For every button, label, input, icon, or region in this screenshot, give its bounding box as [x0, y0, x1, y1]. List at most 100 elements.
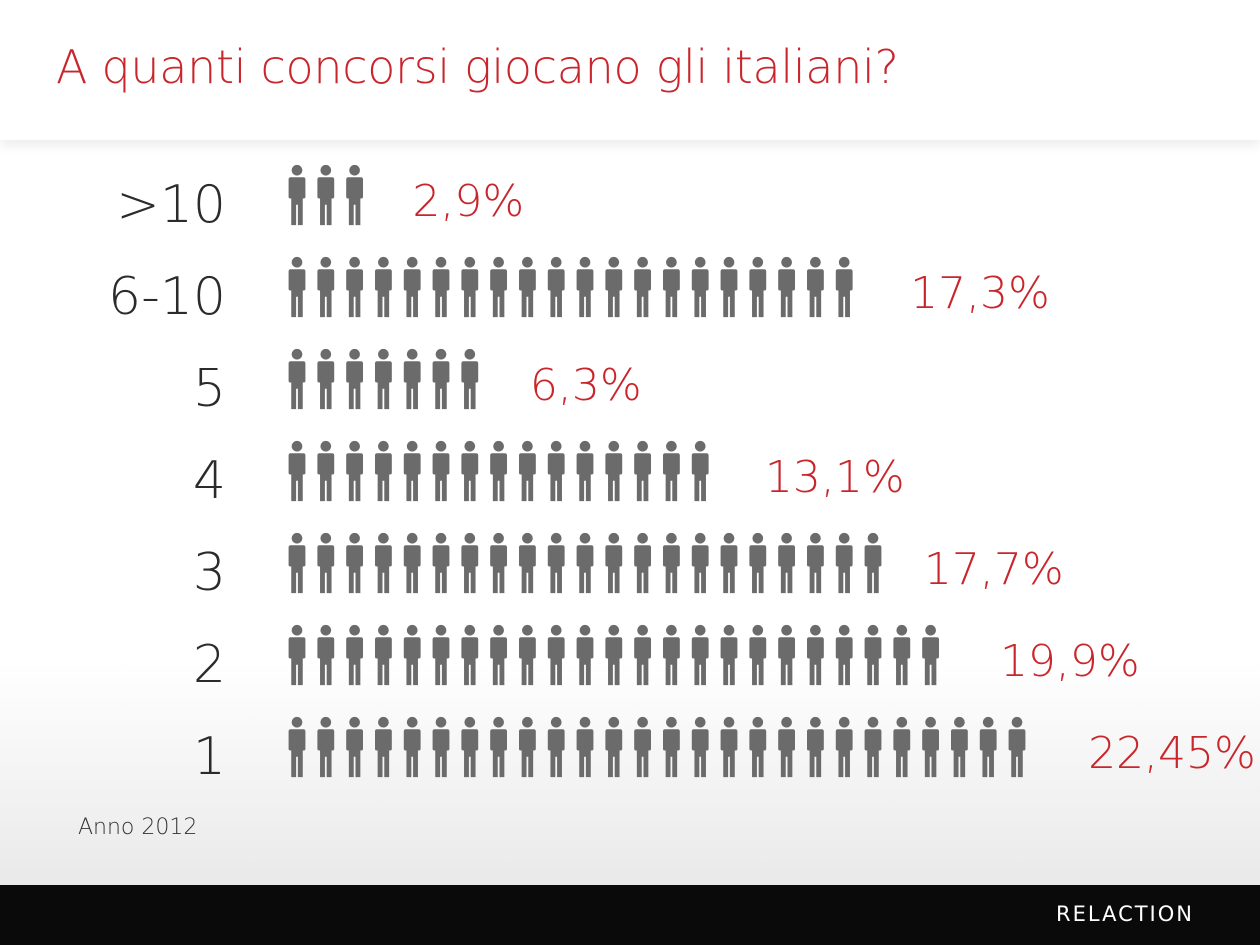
person-icon — [374, 164, 383, 226]
person-icon — [634, 716, 652, 778]
person-icon — [374, 348, 392, 410]
person-icon — [1037, 716, 1055, 778]
bar — [288, 716, 1055, 778]
brand-logo: RELACTION — [1056, 902, 1194, 926]
person-icon — [547, 532, 565, 594]
person-icon — [374, 256, 392, 318]
person-icon — [691, 256, 709, 318]
value-label: 17,7% — [924, 544, 1064, 595]
person-icon — [634, 624, 652, 686]
person-icon — [576, 256, 594, 318]
person-icon — [317, 348, 335, 410]
person-icon — [288, 624, 306, 686]
person-icon — [432, 348, 450, 410]
person-icon — [778, 624, 796, 686]
person-icon — [893, 624, 911, 686]
person-icon — [403, 532, 421, 594]
person-icon — [691, 440, 709, 502]
person-icon — [432, 256, 450, 318]
person-icon — [461, 348, 479, 410]
person-icon — [403, 440, 421, 502]
person-icon — [634, 256, 652, 318]
person-icon — [720, 532, 738, 594]
person-icon — [835, 716, 853, 778]
person-icon — [317, 256, 335, 318]
person-icon — [346, 440, 364, 502]
person-icon — [518, 716, 536, 778]
person-icon — [288, 256, 306, 318]
person-icon — [835, 532, 853, 594]
person-icon — [662, 256, 680, 318]
person-icon — [662, 716, 680, 778]
person-icon — [778, 716, 796, 778]
person-icon — [374, 716, 392, 778]
person-icon — [461, 532, 479, 594]
header: A quanti concorsi giocano gli italiani? — [0, 0, 1260, 140]
bar — [288, 348, 500, 410]
person-icon — [346, 624, 364, 686]
person-icon — [403, 624, 421, 686]
person-icon — [317, 624, 335, 686]
person-icon — [605, 440, 623, 502]
person-icon — [893, 716, 911, 778]
person-icon — [922, 624, 940, 686]
person-icon — [576, 440, 594, 502]
person-icon — [461, 624, 479, 686]
person-icon — [576, 532, 594, 594]
person-icon — [720, 440, 734, 502]
person-icon — [288, 348, 306, 410]
person-icon — [950, 716, 968, 778]
person-icon — [605, 532, 623, 594]
year-note: Anno 2012 — [78, 815, 198, 840]
person-icon — [490, 716, 508, 778]
value-label: 22,45% — [1088, 728, 1256, 779]
person-icon — [835, 256, 853, 318]
person-icon — [346, 348, 364, 410]
footer: RELACTION — [0, 885, 1260, 945]
person-icon — [778, 256, 796, 318]
person-icon — [432, 624, 450, 686]
person-icon — [605, 624, 623, 686]
person-icon — [691, 624, 709, 686]
person-icon — [691, 716, 709, 778]
person-icon — [605, 716, 623, 778]
person-icon — [749, 256, 767, 318]
person-icon — [634, 532, 652, 594]
person-icon — [720, 256, 738, 318]
person-icon — [979, 716, 997, 778]
bar — [288, 164, 383, 226]
page-title: A quanti concorsi giocano gli italiani? — [56, 40, 899, 94]
person-icon — [461, 256, 479, 318]
category-label: 4 — [193, 451, 226, 511]
person-icon — [288, 164, 306, 226]
person-icon — [691, 532, 709, 594]
person-icon — [806, 532, 824, 594]
person-icon — [518, 532, 536, 594]
person-icon — [864, 716, 882, 778]
person-icon — [490, 256, 508, 318]
value-label: 19,9% — [1000, 636, 1140, 687]
person-icon — [288, 440, 306, 502]
person-icon — [374, 440, 392, 502]
person-icon — [490, 440, 508, 502]
person-icon — [346, 164, 364, 226]
bar — [288, 624, 968, 686]
person-icon — [576, 716, 594, 778]
person-icon — [864, 532, 882, 594]
person-icon — [518, 624, 536, 686]
person-icon — [720, 624, 738, 686]
category-label: 3 — [193, 543, 226, 603]
person-icon — [547, 256, 565, 318]
category-label: 5 — [193, 359, 226, 419]
person-icon — [864, 624, 882, 686]
category-label: 1 — [193, 727, 226, 787]
person-icon — [749, 532, 767, 594]
person-icon — [835, 624, 853, 686]
person-icon — [346, 256, 364, 318]
person-icon — [288, 532, 306, 594]
value-label: 6,3% — [530, 360, 642, 411]
person-icon — [374, 624, 392, 686]
bar — [288, 532, 897, 594]
person-icon — [317, 532, 335, 594]
person-icon — [749, 624, 767, 686]
